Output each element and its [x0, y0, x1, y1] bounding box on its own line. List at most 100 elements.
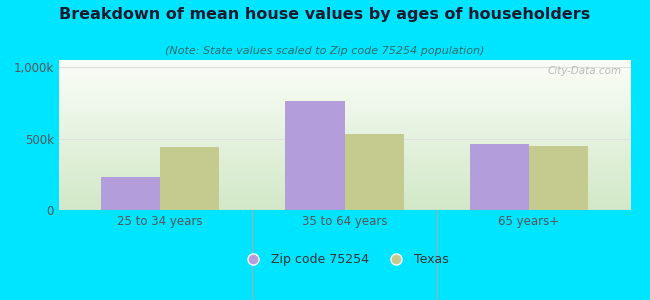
Bar [58, 98, 630, 99]
Bar [58, 83, 630, 84]
Bar [58, 110, 630, 111]
Bar [58, 200, 630, 201]
Bar [58, 123, 630, 124]
Bar [58, 99, 630, 100]
Bar [58, 166, 630, 167]
Bar [58, 164, 630, 165]
Bar [58, 154, 630, 155]
Bar [58, 85, 630, 86]
Bar [58, 188, 630, 189]
Bar [58, 201, 630, 202]
Bar [58, 118, 630, 119]
Bar [58, 75, 630, 76]
Bar [58, 81, 630, 82]
Bar [58, 191, 630, 192]
Bar [58, 93, 630, 94]
Bar [58, 122, 630, 123]
Bar [58, 147, 630, 148]
Bar [58, 133, 630, 134]
Bar [58, 169, 630, 170]
Bar [58, 91, 630, 92]
Bar [58, 157, 630, 158]
Bar [58, 92, 630, 93]
Bar [58, 132, 630, 133]
Bar [58, 96, 630, 97]
Bar [58, 153, 630, 154]
Bar [58, 68, 630, 69]
Bar [58, 203, 630, 204]
Bar [58, 156, 630, 157]
Bar [58, 183, 630, 184]
Bar [58, 97, 630, 98]
Bar [58, 113, 630, 114]
Bar [58, 207, 630, 208]
Bar [58, 126, 630, 127]
Bar [58, 90, 630, 91]
Bar [58, 130, 630, 131]
Bar [58, 195, 630, 196]
Bar [58, 71, 630, 72]
Bar [58, 118, 630, 119]
Legend: Zip code 75254, Texas: Zip code 75254, Texas [235, 248, 454, 271]
Bar [58, 102, 630, 103]
Bar [58, 84, 630, 85]
Bar [58, 107, 630, 108]
Bar [58, 158, 630, 159]
Bar [58, 180, 630, 181]
Bar [58, 112, 630, 113]
Bar [58, 138, 630, 139]
Bar [58, 109, 630, 110]
Bar [58, 89, 630, 90]
Bar [58, 169, 630, 170]
Bar [344, 134, 404, 210]
Bar [58, 160, 630, 161]
Bar [58, 193, 630, 194]
Bar [58, 108, 630, 109]
Bar [58, 162, 630, 163]
Bar [58, 155, 630, 156]
Bar [58, 63, 630, 64]
Bar [58, 61, 630, 62]
Bar [58, 111, 630, 112]
Bar [58, 179, 630, 180]
Bar [58, 62, 630, 63]
Bar [58, 192, 630, 193]
Bar [58, 128, 630, 129]
Bar [58, 79, 630, 80]
Bar [58, 127, 630, 128]
Bar [58, 116, 630, 117]
Bar [58, 76, 630, 77]
Bar [58, 66, 630, 67]
Bar [58, 150, 630, 151]
Bar [58, 70, 630, 71]
Bar [58, 67, 630, 68]
Bar [58, 87, 630, 88]
Bar [58, 86, 630, 87]
Bar [58, 160, 630, 161]
Bar [58, 206, 630, 207]
Bar [58, 135, 630, 136]
Bar [58, 172, 630, 173]
Text: Breakdown of mean house values by ages of householders: Breakdown of mean house values by ages o… [59, 8, 591, 22]
Bar [58, 170, 630, 171]
Bar [58, 190, 630, 191]
Bar [58, 149, 630, 150]
Bar [58, 186, 630, 187]
Bar [58, 175, 630, 176]
Bar [58, 134, 630, 135]
Bar [58, 148, 630, 149]
Bar [58, 145, 630, 146]
Bar [58, 178, 630, 179]
Bar [58, 151, 630, 152]
Bar [529, 146, 588, 210]
Bar [58, 165, 630, 166]
Bar [58, 185, 630, 186]
Bar [58, 184, 630, 185]
Bar [58, 114, 630, 115]
Bar [58, 120, 630, 121]
Bar [58, 82, 630, 83]
Text: (Note: State values scaled to Zip code 75254 population): (Note: State values scaled to Zip code 7… [165, 46, 485, 56]
Bar [58, 82, 630, 83]
Bar [58, 168, 630, 169]
Bar [58, 95, 630, 96]
